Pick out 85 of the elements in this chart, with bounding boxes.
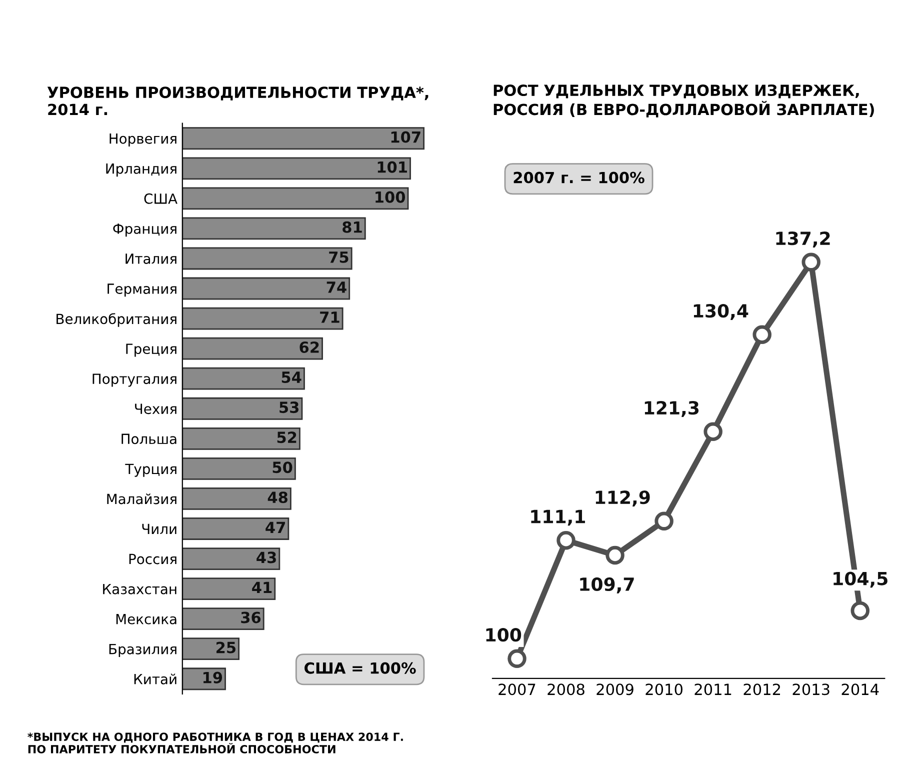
point xyxy=(556,530,576,550)
bar xyxy=(182,457,296,480)
bar xyxy=(182,397,303,420)
y-tick-label: Мексика xyxy=(116,614,176,624)
y-tick-label: США xyxy=(144,193,178,204)
bar xyxy=(182,518,290,540)
bar xyxy=(182,367,305,390)
point xyxy=(508,649,526,668)
text: *ВЫПУСК НА ОДНОГО РАБОТНИКА В ГОД В ЦЕНАХ 2014 Г. ПО ПАРИТЕТУ ПОКУПАТЕЛЬНОЙ СПОСОБНОСТИ xyxy=(28,732,403,754)
y-tick-label: Польша xyxy=(122,434,176,444)
data-label: 130,4 xyxy=(694,304,748,320)
y-tick-label: Чили xyxy=(142,524,176,534)
data-label: 62 xyxy=(300,341,319,354)
bar xyxy=(182,307,344,330)
y-tick-label: Норвегия xyxy=(110,134,176,147)
data-label: 19 xyxy=(203,672,222,684)
data-label: 111,1 xyxy=(531,510,585,526)
bar xyxy=(182,247,352,270)
point xyxy=(802,252,820,272)
y-tick-label: Италия xyxy=(126,254,176,264)
x-tick-label: 2010 xyxy=(646,684,682,696)
y-tick-label: Франция xyxy=(113,224,176,237)
data-label: 75 xyxy=(329,252,348,263)
y-tick-label: Малайзия xyxy=(107,494,176,504)
data-label: 52 xyxy=(277,432,296,444)
data-label: 48 xyxy=(268,492,288,504)
point xyxy=(654,512,674,531)
bar xyxy=(182,608,264,630)
data-label: 109,7 xyxy=(580,577,634,594)
bar xyxy=(182,127,425,150)
point xyxy=(752,325,772,344)
point xyxy=(850,601,870,620)
data-label: 100 xyxy=(376,191,406,203)
point xyxy=(704,422,722,441)
data-label: 50 xyxy=(272,462,292,474)
y-tick-label: Россия xyxy=(129,554,176,564)
data-label: 121,3 xyxy=(644,400,699,417)
bar xyxy=(182,337,323,360)
data-label: 43 xyxy=(256,552,276,564)
x-tick-label: 2013 xyxy=(792,684,830,696)
data-label: 104,5 xyxy=(834,572,888,588)
bar xyxy=(182,187,409,210)
data-label: 53 xyxy=(280,402,299,414)
data-label: 41 xyxy=(252,582,272,594)
data-label: 71 xyxy=(320,312,340,323)
bar xyxy=(182,427,300,450)
y-tick-label: Великобритания xyxy=(56,313,176,327)
chart-title: УРОВЕНЬ ПРОИЗВОДИТЕЛЬНОСТИ ТРУДА*, 2014 г. xyxy=(47,86,428,116)
bar xyxy=(182,157,411,180)
x-tick-label: 2009 xyxy=(596,684,634,696)
x-tick-label: 2007 xyxy=(498,684,536,696)
data-label: 107 xyxy=(391,131,420,143)
data-label: 36 xyxy=(241,612,261,624)
x-tick-label: 2011 xyxy=(694,684,732,696)
data-label: 25 xyxy=(216,642,236,654)
y-tick-label: Китай xyxy=(134,674,176,684)
y-tick-label: Чехия xyxy=(135,404,176,414)
x-tick-label: 2012 xyxy=(744,684,780,696)
y-tick-label: Ирландия xyxy=(106,164,176,177)
y-tick-label: Турция xyxy=(125,464,176,477)
bar xyxy=(182,217,366,240)
text: 2007 г. = 100% xyxy=(514,172,644,184)
bar xyxy=(182,277,350,300)
data-label: 54 xyxy=(282,372,302,384)
data-label: 47 xyxy=(266,522,285,533)
bar xyxy=(182,548,280,570)
data-label: 81 xyxy=(342,221,362,233)
bar xyxy=(182,638,240,660)
data-label: 112,9 xyxy=(596,490,650,506)
bar xyxy=(182,578,276,600)
y-tick-label: Греция xyxy=(126,344,176,357)
bar xyxy=(182,488,292,510)
x-tick-label: 2014 xyxy=(842,684,879,696)
annotation: США = 100% xyxy=(304,662,416,674)
y-tick-label: Германия xyxy=(108,284,176,297)
y-tick-label: Казахстан xyxy=(103,584,176,594)
data-label: 74 xyxy=(326,282,346,293)
chart-title: РОСТ УДЕЛЬНЫХ ТРУДОВЫХ ИЗДЕРЖЕК, РОССИЯ (В ЕВРО-ДОЛЛАРОВОЙ ЗАРПЛАТЕ) xyxy=(494,84,874,118)
y-tick-label: Португалия xyxy=(92,374,176,387)
data-label: 101 xyxy=(378,161,407,173)
y-tick-label: Бразилия xyxy=(109,644,176,658)
x-tick-label: 2008 xyxy=(548,684,584,696)
data-label: 137,2 xyxy=(776,232,830,248)
point xyxy=(606,546,624,565)
data-label: 100 xyxy=(486,628,522,642)
